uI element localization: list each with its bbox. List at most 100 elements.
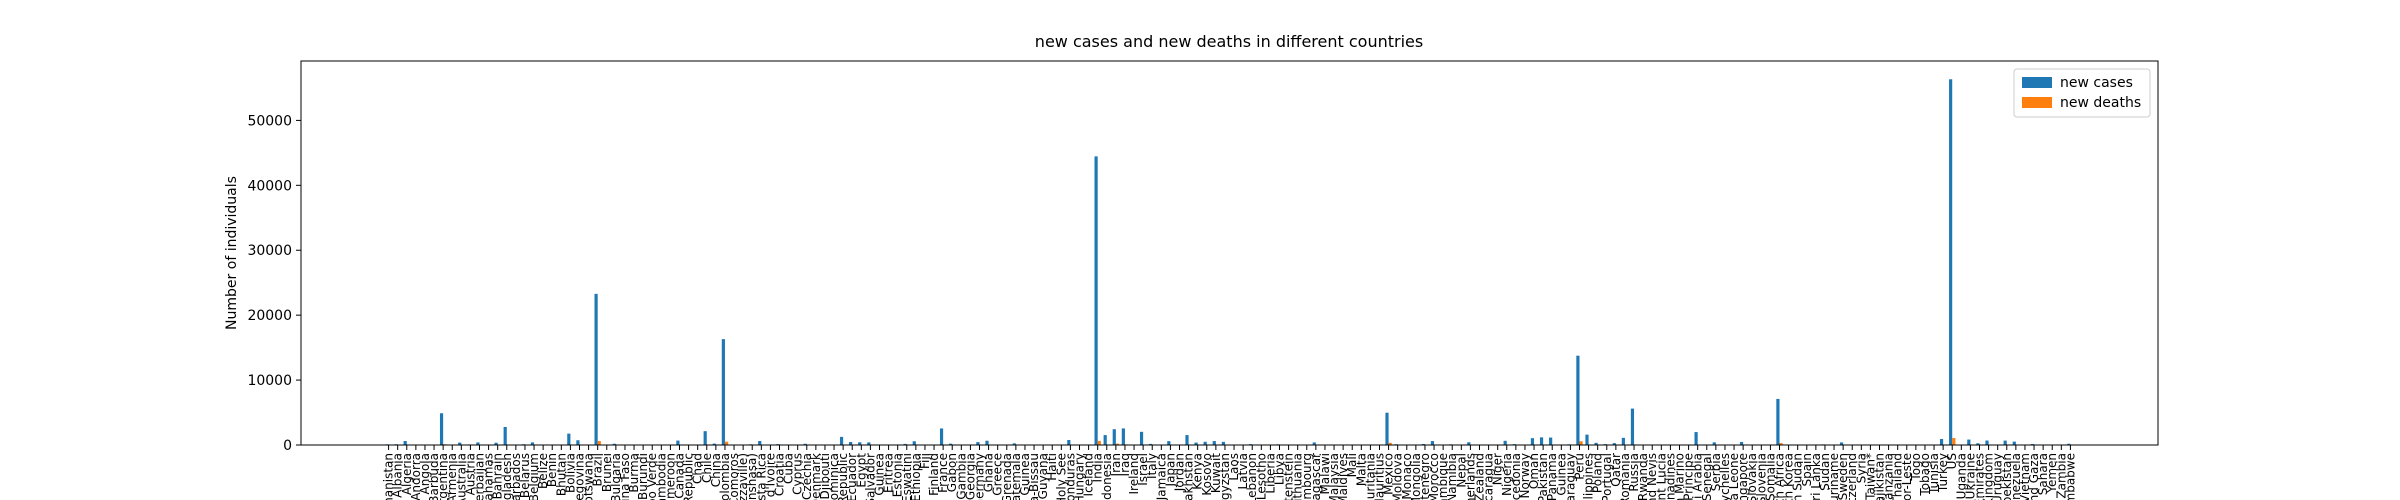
x-tick-label: Montenegro (1418, 453, 1432, 500)
bar (839, 436, 844, 445)
x-tick-label: Moldova (1391, 453, 1405, 500)
x-tick-label: Oman (1527, 453, 1541, 489)
bar (1167, 441, 1171, 445)
x-tick-label: Morocco (1427, 453, 1441, 500)
x-tick-label: Hungary (1073, 453, 1087, 500)
bar (458, 442, 462, 445)
x-tick-label: Qatar (1609, 453, 1623, 487)
x-tick-label: Luxembourg (1300, 453, 1314, 500)
x-tick-label: US (1945, 453, 1959, 469)
x-tick-label: Burundi (636, 453, 650, 500)
x-tick-label: Russia (1627, 453, 1641, 492)
x-tick-label: Bulgaria (609, 453, 623, 500)
bar (1139, 431, 1144, 445)
bar (1467, 442, 1471, 445)
x-tick-label: United Kingdom (1982, 453, 1996, 500)
x-tick-label: Bangladesh (500, 453, 514, 500)
x-tick-label: Greece (991, 453, 1005, 496)
bar (939, 428, 944, 445)
y-axis-label: Number of individuals (224, 176, 240, 330)
x-tick-label: Congo (Brazzaville) (736, 453, 750, 500)
x-tick-label: Sierra Leone (1727, 453, 1741, 500)
x-tick-label: Nigeria (1500, 453, 1514, 496)
x-tick-label: Ukraine (1963, 453, 1977, 499)
bar (1579, 441, 1583, 445)
x-tick-label: Seychelles (1718, 453, 1732, 500)
x-tick-label: El Salvador (863, 453, 877, 500)
x-tick-label: Albania (391, 453, 405, 498)
x-tick-label: Trinidad and Tobago (1918, 453, 1932, 500)
bar (1576, 355, 1580, 445)
legend: new cases new deaths (2013, 68, 2151, 118)
x-tick-label: Romania (1618, 453, 1632, 500)
x-tick-label: Equatorial Guinea (873, 453, 887, 500)
bar (597, 441, 601, 445)
bar (1194, 442, 1198, 445)
x-tick-label: Uganda (1954, 453, 1968, 499)
bar (1539, 437, 1544, 445)
x-tick-label: Paraguay (1563, 453, 1577, 500)
x-tick-label: Antigua and Barbuda (427, 453, 441, 500)
bar (1067, 440, 1071, 445)
x-tick-label: Philippines (1582, 453, 1596, 500)
x-tick-label: Sao Tome and Principe (1682, 453, 1696, 500)
x-tick-label: Malta (1354, 453, 1368, 486)
x-tick-label: Egypt (854, 453, 868, 488)
y-tick-label: 10000 (247, 373, 292, 389)
x-tick-label: Jordan (1173, 453, 1187, 492)
x-tick-label: Dominican Republic (836, 453, 850, 500)
x-tick-label: Iceland (1082, 453, 1096, 496)
x-tick-label: Belgium (527, 453, 541, 500)
x-tick-label: Sweden (1836, 453, 1850, 500)
x-tick-label: Serbia (1709, 453, 1723, 491)
x-tick-label: Bolivia (563, 453, 577, 493)
y-tick-label: 50000 (247, 113, 292, 129)
x-tick-label: Finland (927, 453, 941, 496)
bar (703, 431, 707, 445)
x-tick-label: Kosovo (1200, 453, 1214, 496)
bar (1594, 442, 1598, 445)
x-tick-label: Georgia (963, 453, 977, 500)
x-tick-label: Bhutan (554, 453, 568, 496)
x-tick-label: Turkey (1936, 453, 1950, 493)
x-tick-label: Libya (1273, 453, 1287, 485)
x-tick-label: Armenia (445, 453, 459, 500)
bar (503, 427, 507, 445)
bar (1430, 441, 1435, 445)
x-tick-label: Brazil (591, 453, 605, 487)
bar (1149, 443, 1153, 445)
bar (476, 442, 480, 445)
x-tick-label: Peru (1573, 453, 1587, 480)
bar (530, 442, 535, 445)
x-tick-label: Cambodia (654, 453, 668, 500)
x-tick-label: Somalia (1763, 453, 1777, 500)
bar (2012, 441, 2016, 445)
x-tick-label: Honduras (1063, 453, 1077, 500)
x-tick-label: Lithuania (1291, 453, 1305, 500)
bar (1952, 438, 1956, 445)
bar (1612, 443, 1616, 445)
x-tick-label: South Africa (1773, 453, 1787, 500)
x-tick-label: Bahamas (482, 453, 496, 500)
x-tick-label: Colombia (718, 453, 732, 500)
x-tick-label: South Korea (1782, 453, 1796, 500)
bar (985, 440, 989, 445)
x-tick-label: Jamaica (1154, 453, 1168, 500)
x-tick-label: Zambia (2054, 453, 2068, 499)
x-tick-label: Suriname (1827, 453, 1841, 500)
x-tick-label: Namibia (1445, 453, 1459, 500)
y-tick-label: 20000 (247, 308, 292, 324)
x-tick-label: Cabo Verde (645, 453, 659, 500)
x-tick-label: Saudi Arabia (1691, 453, 1705, 500)
x-tick-label: Bosnia and Herzegovina (573, 453, 587, 500)
x-tick-label: Monaco (1400, 453, 1414, 500)
bar (1385, 412, 1389, 445)
x-tick-label: Liberia (1263, 453, 1277, 494)
bar (1103, 435, 1107, 445)
x-tick-label: Sudan (1818, 453, 1832, 491)
x-tick-label: Ghana (982, 453, 996, 492)
bar (858, 442, 862, 445)
x-tick-label: Malawi (1318, 453, 1332, 495)
bar (1939, 439, 1944, 445)
x-tick-label: Lebanon (1245, 453, 1259, 500)
